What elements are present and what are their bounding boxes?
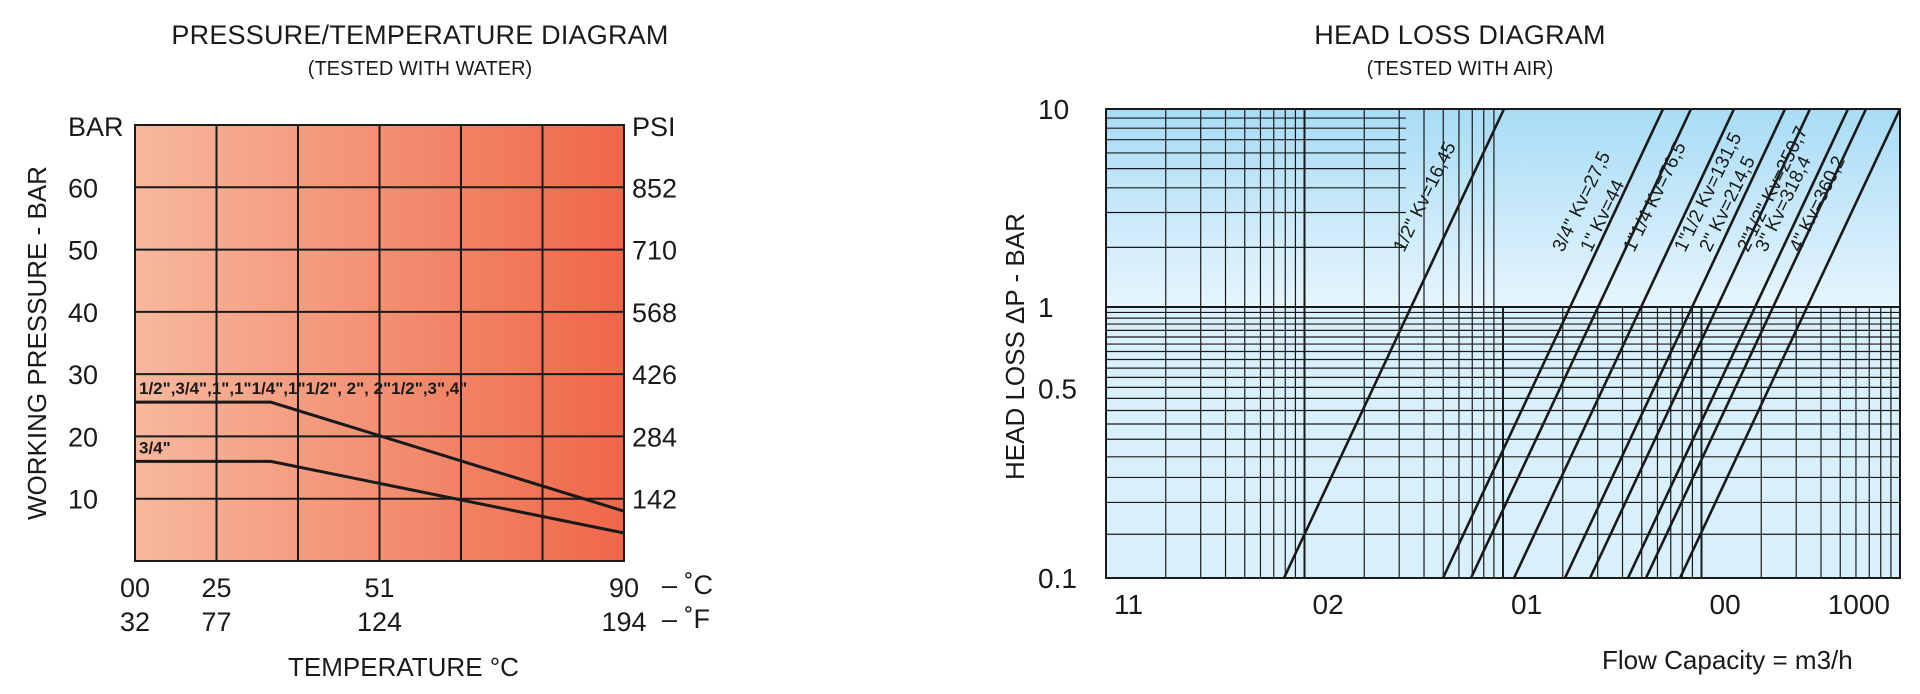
y-tick-label-psi: 852 (632, 173, 677, 203)
series-line (1678, 108, 1902, 579)
series-line (1644, 108, 1868, 579)
chart-subtitle: (TESTED WITH AIR) (1366, 58, 1554, 80)
head-loss-plot: 1/2" Kv=16,45 3/4" Kv=27,51" Kv=441"1/4 K… (1038, 94, 1902, 620)
y-tick-label-psi: 710 (632, 236, 677, 266)
pressure-temperature-plot: 1/2",3/4",1",1"1/4",1"1/2", 2", 2"1/2",3… (68, 124, 677, 637)
x-tick-label-c: 51 (364, 573, 394, 603)
series-line (1469, 108, 1693, 579)
x-axis-label: TEMPERATURE °C (288, 652, 519, 682)
y-unit-bar: BAR (68, 112, 124, 142)
series-label: 1/2",3/4",1",1"1/4",1"1/2", 2", 2"1/2",3… (139, 379, 467, 398)
x-tick-label: 02 (1313, 589, 1344, 620)
x-tick-label: 00 (1710, 589, 1741, 620)
x-tick-label: 1000 (1828, 589, 1890, 620)
series-label: 3/4" (139, 438, 171, 457)
y-tick-label: 10 (1038, 94, 1069, 125)
head-loss-panel: HEAD LOSS DIAGRAM (TESTED WITH AIR) 1/2"… (990, 0, 1920, 694)
series-line (1626, 108, 1850, 579)
chart-title: HEAD LOSS DIAGRAM (1314, 20, 1606, 50)
y-tick-label: 30 (68, 360, 98, 390)
x-tick-label: 11 (1114, 589, 1143, 620)
x-tick-label-c: 90 (609, 573, 639, 603)
x-tick-label-c: 00 (120, 573, 150, 603)
y-tick-label-psi: 284 (632, 422, 677, 452)
y-axis-label: WORKING PRESSURE - BAR (22, 166, 52, 520)
x-tick-label-f: 32 (120, 607, 150, 637)
y-tick-label: 50 (68, 236, 98, 266)
y-tick-label: 40 (68, 298, 98, 328)
x-axis-label: Flow Capacity = m3/h (1602, 645, 1853, 675)
plot-area-upper (1106, 109, 1900, 307)
series-line (1441, 108, 1665, 579)
chart-subtitle: (TESTED WITH WATER) (307, 58, 533, 80)
y-tick-label: 10 (68, 485, 98, 515)
series-line (1512, 108, 1736, 579)
y-tick-label: 0.1 (1038, 563, 1077, 594)
y-tick-label: 20 (68, 422, 98, 452)
y-tick-label-psi: 568 (632, 298, 677, 328)
pressure-temperature-panel: PRESSURE/TEMPERATURE DIAGRAM (TESTED WIT… (0, 0, 760, 694)
series-line (1563, 108, 1787, 579)
chart-title: PRESSURE/TEMPERATURE DIAGRAM (171, 20, 669, 50)
x-unit-fahrenheit: – ˚F (662, 604, 711, 634)
y-tick-label: 60 (68, 173, 98, 203)
x-unit-celsius: – ˚C (662, 570, 714, 600)
series-line (135, 400, 625, 513)
x-tick-label-f: 77 (201, 607, 231, 637)
y-tick-label: 1 (1038, 292, 1054, 323)
y-axis-label: HEAD LOSS ΔP - BAR (1000, 213, 1030, 480)
series-line (1588, 108, 1812, 579)
x-tick-label-f: 194 (601, 607, 646, 637)
series-line (135, 459, 625, 535)
y-tick-label: 0.5 (1038, 374, 1077, 405)
series-line (1282, 108, 1506, 579)
x-tick-label-c: 25 (201, 573, 231, 603)
x-tick-label-f: 124 (357, 607, 402, 637)
y-tick-label-psi: 426 (632, 360, 677, 390)
y-unit-psi: PSI (632, 112, 676, 142)
x-tick-label: 01 (1511, 589, 1542, 620)
y-tick-label-psi: 142 (632, 485, 677, 515)
